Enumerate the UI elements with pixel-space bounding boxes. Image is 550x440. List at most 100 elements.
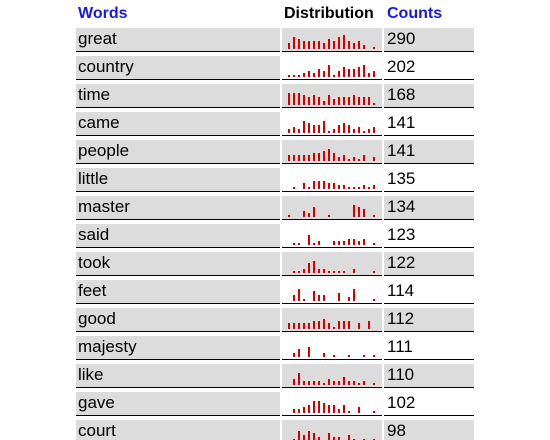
- counts-column-header[interactable]: Counts: [387, 5, 443, 22]
- distribution-bar: [313, 41, 315, 49]
- word-cell[interactable]: gave: [76, 392, 280, 416]
- word-cell[interactable]: time: [76, 84, 280, 108]
- table-row[interactable]: like 110: [76, 362, 474, 390]
- word-cell[interactable]: feet: [76, 280, 280, 304]
- word-cell[interactable]: like: [76, 364, 280, 388]
- word-cell[interactable]: little: [76, 168, 280, 192]
- distribution-bar: [298, 409, 300, 413]
- distribution-bar: [353, 269, 355, 273]
- distribution-bar: [348, 321, 350, 329]
- distribution-bar: [293, 295, 295, 301]
- distribution-sparkline: [282, 420, 382, 440]
- distribution-bar: [358, 41, 360, 49]
- word-cell[interactable]: country: [76, 56, 280, 80]
- distribution-bar: [348, 187, 350, 189]
- distribution-bar: [333, 271, 335, 273]
- count-cell: 112: [384, 308, 474, 332]
- word-cell[interactable]: said: [76, 224, 280, 248]
- distribution-bar: [308, 381, 310, 385]
- distribution-bar: [313, 95, 315, 105]
- distribution-bar: [298, 129, 300, 133]
- distribution-bar: [308, 187, 310, 189]
- distribution-bar: [303, 299, 305, 301]
- distribution-bar: [373, 127, 375, 133]
- distribution-bar: [323, 151, 325, 161]
- count-cell: 98: [384, 420, 474, 440]
- word-cell[interactable]: court: [76, 420, 280, 440]
- distribution-bar: [328, 149, 330, 161]
- distribution-bar: [303, 407, 305, 413]
- distribution-bar: [373, 215, 375, 217]
- word-cell[interactable]: people: [76, 140, 280, 164]
- table-row[interactable]: gave 102: [76, 390, 474, 418]
- distribution-sparkline: [282, 336, 382, 360]
- table-row[interactable]: said 123: [76, 222, 474, 250]
- distribution-bar: [303, 323, 305, 329]
- distribution-bar: [363, 155, 365, 161]
- distribution-bar: [333, 241, 335, 245]
- distribution-bar: [348, 97, 350, 105]
- distribution-bar: [373, 355, 375, 357]
- sparkline-svg: [288, 121, 375, 133]
- count-cell: 168: [384, 84, 474, 108]
- table-row[interactable]: time 168: [76, 82, 474, 110]
- distribution-bar: [343, 185, 345, 189]
- table-row[interactable]: good 112: [76, 306, 474, 334]
- distribution-sparkline: [282, 392, 382, 416]
- distribution-bar: [348, 381, 350, 385]
- word-cell[interactable]: majesty: [76, 336, 280, 360]
- distribution-bar: [293, 93, 295, 105]
- distribution-column-header: Distribution: [284, 5, 374, 22]
- distribution-bar: [298, 155, 300, 161]
- distribution-bar: [313, 433, 315, 440]
- table-row[interactable]: people 141: [76, 138, 474, 166]
- sparkline-svg: [288, 35, 375, 49]
- distribution-bar: [308, 347, 310, 357]
- word-cell[interactable]: good: [76, 308, 280, 332]
- distribution-bar: [338, 271, 340, 273]
- distribution-bar: [348, 239, 350, 245]
- distribution-bar: [293, 243, 295, 245]
- distribution-bar: [323, 43, 325, 49]
- word-cell[interactable]: came: [76, 112, 280, 136]
- distribution-bar: [373, 47, 375, 49]
- distribution-bar: [338, 37, 340, 49]
- word-cell[interactable]: great: [76, 28, 280, 52]
- count-cell: 122: [384, 252, 474, 276]
- table-row[interactable]: little 135: [76, 166, 474, 194]
- table-row[interactable]: took 122: [76, 250, 474, 278]
- distribution-bar: [288, 43, 290, 49]
- distribution-bar: [303, 95, 305, 105]
- distribution-bar: [338, 157, 340, 161]
- sparkline-svg: [288, 149, 375, 161]
- distribution-bar: [293, 409, 295, 413]
- distribution-bar: [298, 271, 300, 273]
- table-row[interactable]: court 98: [76, 418, 474, 440]
- distribution-bar: [333, 327, 335, 329]
- distribution-bar: [318, 401, 320, 413]
- distribution-bar: [358, 97, 360, 105]
- word-cell[interactable]: took: [76, 252, 280, 276]
- distribution-bar: [368, 321, 370, 329]
- distribution-bar: [328, 39, 330, 49]
- distribution-bar: [333, 75, 335, 77]
- distribution-bar: [343, 35, 345, 49]
- distribution-bar: [348, 435, 350, 440]
- table-row[interactable]: majesty 111: [76, 334, 474, 362]
- distribution-bar: [343, 155, 345, 161]
- distribution-bar: [358, 187, 360, 189]
- distribution-bar: [298, 323, 300, 329]
- table-row[interactable]: country 202: [76, 54, 474, 82]
- count-cell: 110: [384, 364, 474, 388]
- distribution-sparkline: [282, 140, 382, 164]
- word-cell[interactable]: master: [76, 196, 280, 220]
- table-row[interactable]: came 141: [76, 110, 474, 138]
- table-row[interactable]: great 290: [76, 26, 474, 54]
- distribution-bar: [323, 101, 325, 105]
- table-row[interactable]: feet 114: [76, 278, 474, 306]
- words-column-header[interactable]: Words: [78, 5, 128, 22]
- table-row[interactable]: master 134: [76, 194, 474, 222]
- distribution-bar: [363, 185, 365, 189]
- distribution-bar: [358, 127, 360, 133]
